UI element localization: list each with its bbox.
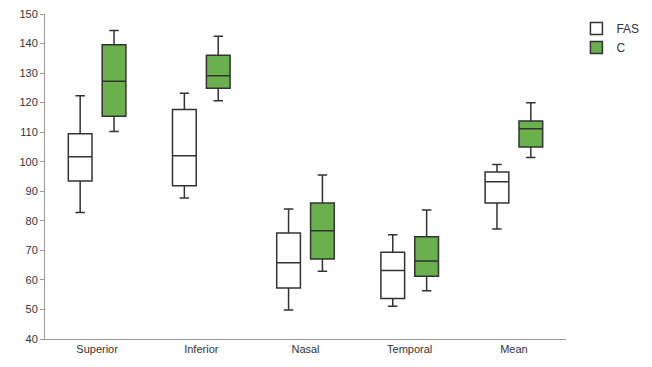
svg-text:90: 90 [26, 185, 38, 197]
svg-text:Inferior: Inferior [184, 343, 219, 355]
svg-text:100: 100 [19, 156, 37, 168]
svg-text:Mean: Mean [500, 343, 528, 355]
svg-text:130: 130 [19, 67, 37, 79]
svg-text:50: 50 [26, 303, 38, 315]
svg-text:C: C [616, 41, 625, 55]
svg-text:FAS: FAS [616, 22, 639, 36]
svg-text:70: 70 [26, 244, 38, 256]
svg-text:80: 80 [26, 215, 38, 227]
svg-text:60: 60 [26, 274, 38, 286]
svg-text:Temporal: Temporal [387, 343, 432, 355]
svg-text:40: 40 [26, 333, 38, 345]
svg-text:120: 120 [19, 96, 37, 108]
svg-text:Superior: Superior [76, 343, 118, 355]
svg-text:Nasal: Nasal [291, 343, 319, 355]
svg-text:150: 150 [19, 8, 37, 20]
svg-text:110: 110 [20, 126, 38, 138]
svg-text:140: 140 [19, 37, 37, 49]
